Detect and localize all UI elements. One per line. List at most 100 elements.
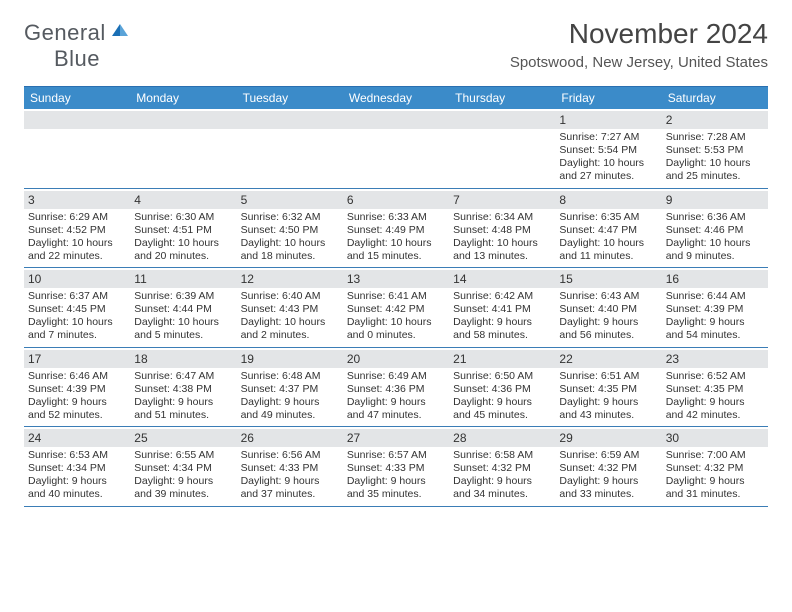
day-number: 9 [662,191,768,209]
day-daylight1: Daylight: 9 hours [453,475,551,488]
day-cell: 18Sunrise: 6:47 AMSunset: 4:38 PMDayligh… [130,348,236,427]
day-sunset: Sunset: 4:50 PM [241,224,339,237]
day-sunrise: Sunrise: 6:49 AM [347,370,445,383]
day-sunrise: Sunrise: 6:29 AM [28,211,126,224]
day-cell: 12Sunrise: 6:40 AMSunset: 4:43 PMDayligh… [237,268,343,347]
day-daylight2: and 54 minutes. [666,329,764,342]
day-sunrise: Sunrise: 6:44 AM [666,290,764,303]
day-cell [343,109,449,188]
day-daylight2: and 22 minutes. [28,250,126,263]
day-cell: 5Sunrise: 6:32 AMSunset: 4:50 PMDaylight… [237,189,343,268]
day-number: 11 [130,270,236,288]
empty-day-num [130,111,236,129]
month-title: November 2024 [510,18,768,50]
day-daylight1: Daylight: 9 hours [453,316,551,329]
day-number: 25 [130,429,236,447]
day-number: 27 [343,429,449,447]
day-daylight2: and 0 minutes. [347,329,445,342]
day-number: 29 [555,429,661,447]
day-daylight2: and 7 minutes. [28,329,126,342]
day-daylight1: Daylight: 10 hours [666,237,764,250]
day-daylight1: Daylight: 9 hours [347,475,445,488]
day-sunset: Sunset: 5:54 PM [559,144,657,157]
day-daylight1: Daylight: 10 hours [134,237,232,250]
day-daylight1: Daylight: 10 hours [347,237,445,250]
empty-day-num [24,111,130,129]
day-sunrise: Sunrise: 6:58 AM [453,449,551,462]
day-daylight2: and 45 minutes. [453,409,551,422]
day-sunrise: Sunrise: 6:32 AM [241,211,339,224]
day-number: 20 [343,350,449,368]
day-sunrise: Sunrise: 6:52 AM [666,370,764,383]
day-sunset: Sunset: 4:51 PM [134,224,232,237]
day-sunset: Sunset: 4:46 PM [666,224,764,237]
day-cell: 16Sunrise: 6:44 AMSunset: 4:39 PMDayligh… [662,268,768,347]
day-daylight1: Daylight: 10 hours [28,316,126,329]
day-cell [449,109,555,188]
day-sunrise: Sunrise: 6:47 AM [134,370,232,383]
day-cell: 1Sunrise: 7:27 AMSunset: 5:54 PMDaylight… [555,109,661,188]
day-cell: 3Sunrise: 6:29 AMSunset: 4:52 PMDaylight… [24,189,130,268]
day-sunset: Sunset: 4:35 PM [559,383,657,396]
day-header-cell: Monday [130,87,236,109]
day-daylight1: Daylight: 9 hours [241,475,339,488]
day-sunset: Sunset: 4:32 PM [559,462,657,475]
day-daylight2: and 40 minutes. [28,488,126,501]
day-sunset: Sunset: 4:36 PM [347,383,445,396]
day-daylight2: and 58 minutes. [453,329,551,342]
day-number: 22 [555,350,661,368]
day-cell: 27 Sunrise: 6:57 AMSunset: 4:33 PMDayligh… [343,427,449,506]
day-sunset: Sunset: 4:45 PM [28,303,126,316]
day-number: 28 [449,429,555,447]
day-daylight1: Daylight: 10 hours [134,316,232,329]
day-number: 13 [343,270,449,288]
day-cell: 15Sunrise: 6:43 AMSunset: 4:40 PMDayligh… [555,268,661,347]
day-cell: 11Sunrise: 6:39 AMSunset: 4:44 PMDayligh… [130,268,236,347]
day-sunset: Sunset: 4:33 PM [347,462,445,475]
day-sunset: Sunset: 4:34 PM [134,462,232,475]
day-daylight2: and 35 minutes. [347,488,445,501]
day-daylight1: Daylight: 10 hours [347,316,445,329]
day-cell [130,109,236,188]
day-sunrise: Sunrise: 6:50 AM [453,370,551,383]
day-sunrise: Sunrise: 6:40 AM [241,290,339,303]
day-cell: 13Sunrise: 6:41 AMSunset: 4:42 PMDayligh… [343,268,449,347]
week-row: 10Sunrise: 6:37 AMSunset: 4:45 PMDayligh… [24,268,768,348]
day-sunrise: Sunrise: 7:27 AM [559,131,657,144]
day-sunrise: Sunrise: 6:55 AM [134,449,232,462]
day-daylight2: and 18 minutes. [241,250,339,263]
day-sunset: Sunset: 4:34 PM [28,462,126,475]
day-sunrise: Sunrise: 6:33 AM [347,211,445,224]
day-sunset: Sunset: 4:41 PM [453,303,551,316]
day-daylight1: Daylight: 9 hours [28,475,126,488]
day-sunrise: Sunrise: 7:28 AM [666,131,764,144]
day-daylight2: and 33 minutes. [559,488,657,501]
day-daylight1: Daylight: 9 hours [241,396,339,409]
day-sunrise: Sunrise: 6:42 AM [453,290,551,303]
day-number: 26 [237,429,343,447]
day-daylight2: and 34 minutes. [453,488,551,501]
day-header-cell: Sunday [24,87,130,109]
day-header-cell: Tuesday [237,87,343,109]
day-daylight2: and 15 minutes. [347,250,445,263]
day-sunrise: Sunrise: 6:57 AM [347,449,445,462]
day-daylight1: Daylight: 9 hours [559,316,657,329]
day-cell: 14Sunrise: 6:42 AMSunset: 4:41 PMDayligh… [449,268,555,347]
day-number: 1 [555,111,661,129]
day-cell: 19Sunrise: 6:48 AMSunset: 4:37 PMDayligh… [237,348,343,427]
day-sunset: Sunset: 4:32 PM [453,462,551,475]
day-cell: 30Sunrise: 7:00 AMSunset: 4:32 PMDayligh… [662,427,768,506]
day-sunrise: Sunrise: 6:39 AM [134,290,232,303]
day-sunset: Sunset: 4:37 PM [241,383,339,396]
week-row: 24Sunrise: 6:53 AMSunset: 4:34 PMDayligh… [24,427,768,507]
day-cell: 28 Sunrise: 6:58 AMSunset: 4:32 PMDayligh… [449,427,555,506]
day-daylight2: and 39 minutes. [134,488,232,501]
day-sunset: Sunset: 4:36 PM [453,383,551,396]
day-daylight2: and 37 minutes. [241,488,339,501]
day-number: 16 [662,270,768,288]
logo-text-general: General [24,20,106,45]
logo: General Blue [24,18,130,72]
day-cell: 21Sunrise: 6:50 AMSunset: 4:36 PMDayligh… [449,348,555,427]
triangle-logo-icon [110,20,130,40]
week-row: 17Sunrise: 6:46 AMSunset: 4:39 PMDayligh… [24,348,768,428]
